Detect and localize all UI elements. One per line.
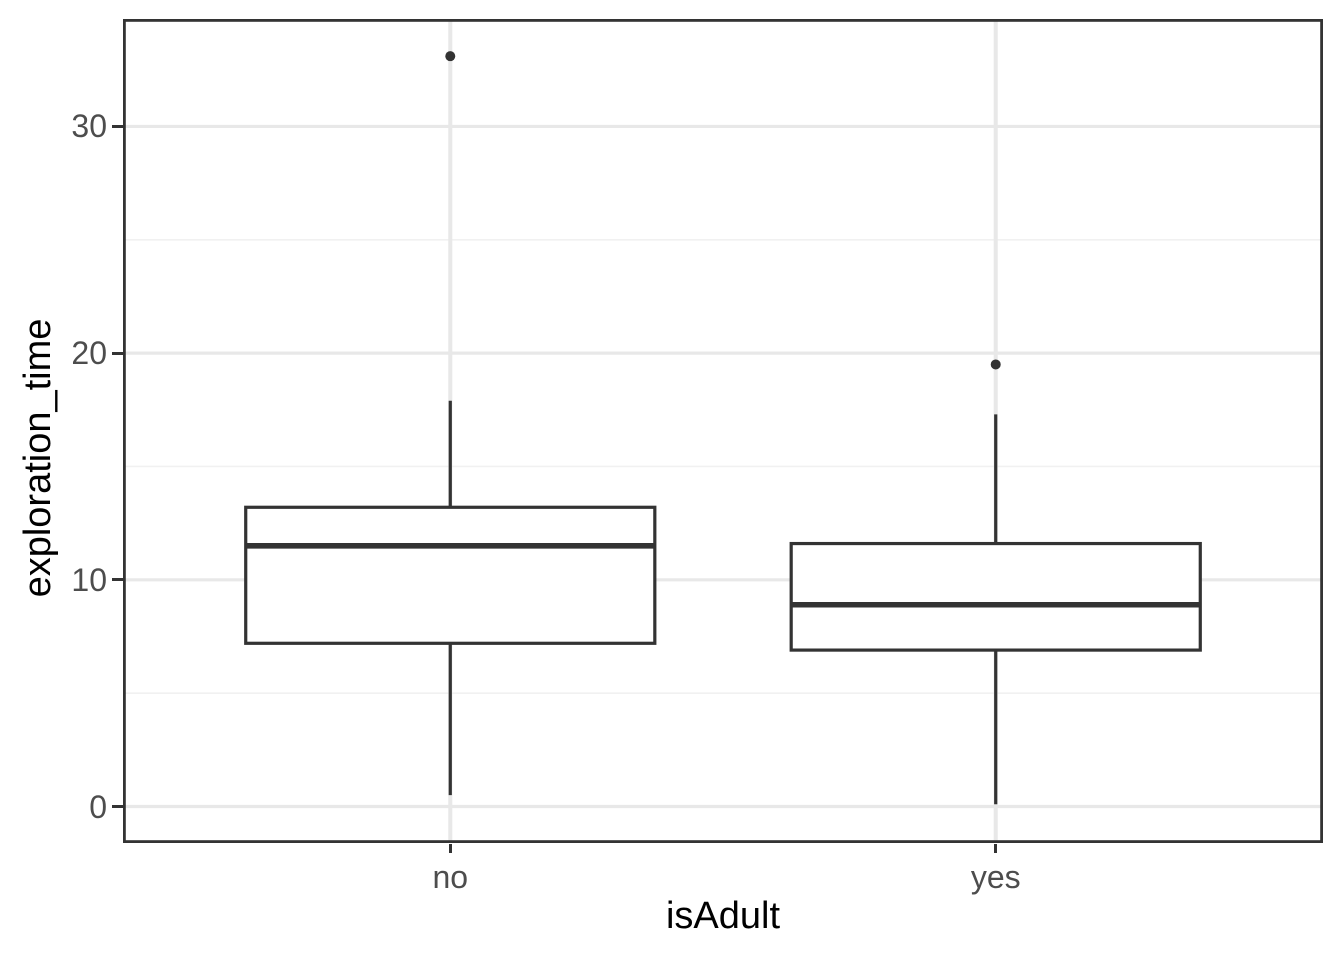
y-tick-label: 30 (71, 108, 107, 145)
outlier-point (445, 51, 456, 62)
x-tick-mark (994, 844, 998, 853)
y-tick-mark (112, 124, 123, 128)
box-yes (789, 541, 1202, 652)
x-axis-title: isAdult (665, 895, 781, 937)
y-tick-mark (112, 351, 123, 355)
x-tick-label: yes (970, 859, 1021, 895)
y-tick-mark (112, 805, 123, 808)
boxplot-canvas (123, 19, 1323, 843)
y-tick-label: 10 (71, 561, 107, 598)
y-tick-mark (112, 578, 123, 582)
panel-border (123, 19, 1323, 843)
box-no (244, 505, 657, 645)
x-tick-label: no (432, 859, 469, 895)
y-tick-label: 20 (71, 335, 107, 372)
y-tick-label: 0 (89, 788, 107, 825)
outlier-point (990, 359, 1001, 370)
x-tick-mark (448, 844, 452, 853)
plot-panel (123, 19, 1323, 843)
